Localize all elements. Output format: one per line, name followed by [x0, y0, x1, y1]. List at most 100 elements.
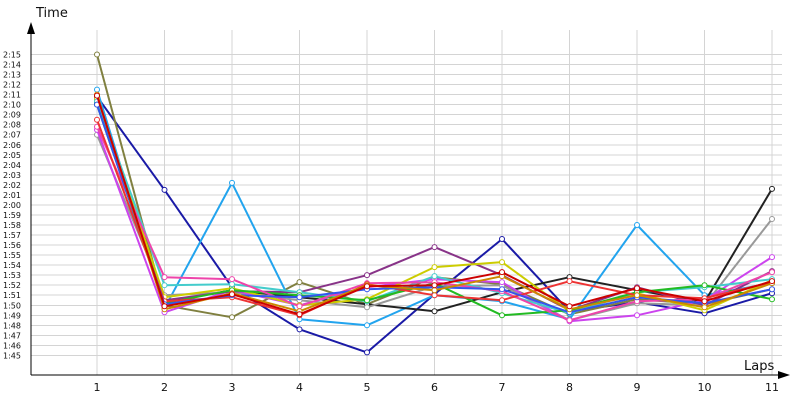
data-point: [499, 297, 505, 304]
data-point: [499, 286, 505, 293]
x-tick-label: 6: [431, 381, 438, 394]
y-tick-label: 1:58: [3, 221, 21, 230]
y-tick-label: 2:05: [3, 151, 21, 160]
data-point: [161, 186, 168, 193]
x-tick-label: 5: [364, 381, 371, 394]
y-tick-label: 2:02: [3, 181, 21, 190]
data-point: [229, 291, 235, 298]
y-tick-label: 1:56: [3, 241, 21, 250]
data-point: [701, 298, 708, 305]
data-point: [94, 86, 100, 93]
y-tick-label: 2:01: [3, 191, 21, 200]
data-point: [499, 269, 505, 276]
y-tick-label: 2:13: [3, 71, 21, 80]
y-tick-label: 1:49: [3, 311, 21, 320]
data-point: [94, 92, 100, 99]
data-point: [431, 308, 438, 315]
data-point: [769, 185, 775, 192]
data-point: [161, 282, 168, 289]
y-tick-label: 1:46: [3, 341, 21, 350]
x-tick-label: 7: [499, 381, 506, 394]
data-point: [296, 294, 303, 301]
x-axis-arrow: [778, 371, 790, 379]
y-tick-label: 1:57: [3, 231, 21, 240]
x-axis-title: Laps: [744, 359, 774, 374]
data-point: [431, 287, 438, 294]
data-point: [364, 304, 370, 311]
data-point: [161, 303, 168, 310]
data-point: [701, 282, 708, 289]
data-point: [499, 236, 505, 243]
data-point: [364, 349, 370, 356]
x-tick-label: 11: [765, 381, 779, 394]
y-tick-label: 1:48: [3, 321, 21, 330]
y-tick-label: 2:11: [3, 91, 21, 100]
data-point: [769, 269, 775, 276]
data-point: [364, 283, 370, 290]
data-point: [634, 312, 640, 319]
data-point: [229, 314, 235, 321]
y-tick-label: 2:14: [3, 61, 21, 70]
x-tick-label: 3: [229, 381, 236, 394]
x-tick-label: 2: [161, 381, 168, 394]
data-point: [634, 292, 640, 299]
data-point: [769, 286, 775, 293]
data-point: [769, 215, 775, 222]
y-tick-label: 2:06: [3, 141, 21, 150]
y-tick-label: 1:50: [3, 301, 21, 310]
y-tick-label: 1:53: [3, 271, 21, 280]
y-tick-label: 1:45: [3, 351, 21, 360]
data-point: [769, 296, 775, 303]
y-tick-label: 2:03: [3, 171, 21, 180]
y-tick-label: 2:10: [3, 101, 21, 110]
data-point: [296, 279, 303, 286]
data-point: [431, 282, 438, 289]
data-point: [499, 279, 505, 286]
data-point: [431, 273, 438, 280]
y-tick-label: 2:15: [3, 51, 21, 60]
data-point: [431, 264, 438, 271]
y-tick-label: 1:54: [3, 261, 21, 270]
data-point: [364, 272, 370, 279]
data-point: [431, 244, 438, 251]
y-tick-label: 1:47: [3, 331, 21, 340]
data-point: [229, 281, 235, 288]
x-tick-labels: 1 2 3 4 5 6 7 8 9 10 11: [94, 381, 780, 394]
data-point: [431, 292, 438, 299]
y-tick-label: 1:51: [3, 291, 21, 300]
data-point: [364, 297, 370, 304]
data-point: [296, 311, 303, 318]
y-axis-title: Time: [35, 6, 68, 21]
x-tick-label: 10: [698, 381, 712, 394]
y-tick-label: 1:52: [3, 281, 21, 290]
data-point: [364, 322, 370, 329]
data-point: [296, 303, 303, 310]
y-tick-label: 2:04: [3, 161, 21, 170]
y-tick-label: 2:08: [3, 121, 21, 130]
x-tick-label: 9: [634, 381, 641, 394]
y-axis-arrow: [27, 22, 35, 34]
data-point: [229, 276, 235, 283]
y-tick-label: 1:55: [3, 251, 21, 260]
x-tick-label: 1: [94, 381, 101, 394]
axes: Time Laps: [27, 6, 790, 379]
data-point: [566, 317, 573, 324]
data-point: [296, 326, 303, 333]
data-point: [94, 116, 100, 123]
y-tick-label: 2:00: [3, 201, 21, 210]
series-15: [94, 92, 775, 318]
y-tick-label: 2:07: [3, 131, 21, 140]
x-tick-label: 4: [296, 381, 303, 394]
data-point: [634, 222, 640, 229]
gridlines: [31, 30, 782, 375]
data-point: [94, 51, 100, 58]
data-point: [769, 278, 775, 285]
data-point: [769, 254, 775, 261]
data-point: [634, 285, 640, 292]
y-tick-label: 2:12: [3, 81, 21, 90]
y-tick-label: 1:59: [3, 211, 21, 220]
y-tick-label: 2:09: [3, 111, 21, 120]
data-point: [499, 312, 505, 319]
